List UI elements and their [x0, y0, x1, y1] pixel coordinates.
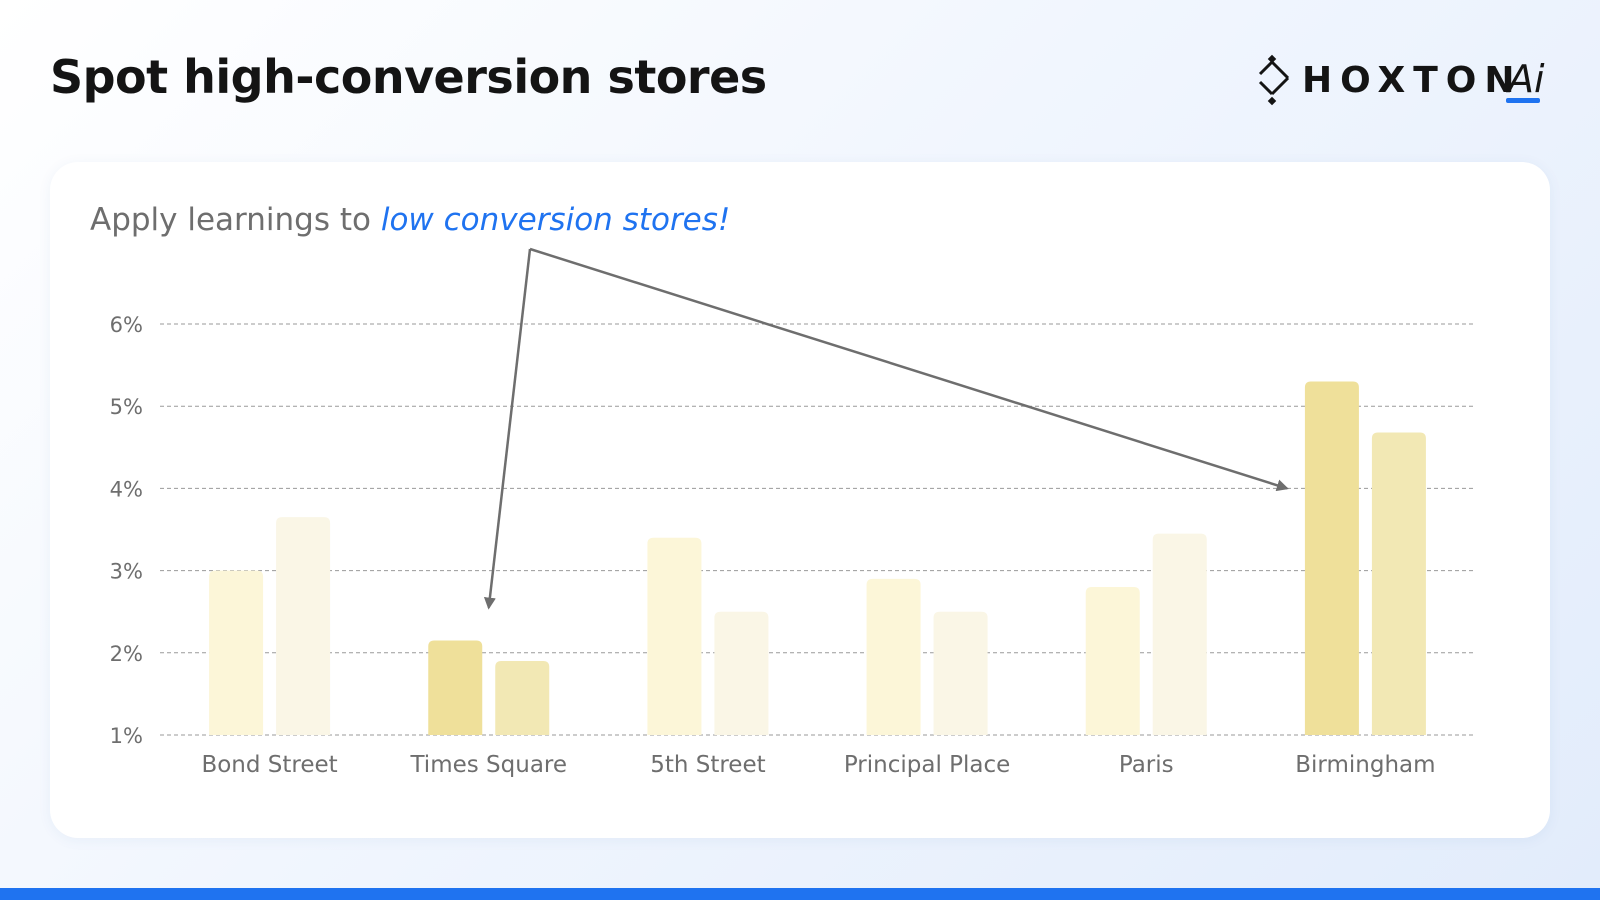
bar: [933, 611, 988, 735]
bar: [714, 611, 769, 735]
y-tick-label: 1%: [110, 724, 143, 748]
page-title: Spot high-conversion stores: [50, 50, 767, 104]
y-tick-label: 4%: [110, 477, 143, 501]
x-tick-label: Principal Place: [844, 752, 1010, 778]
bar: [1085, 587, 1140, 735]
bar: [209, 570, 264, 735]
bar: [866, 578, 921, 735]
bar: [276, 517, 331, 735]
bar: [1371, 432, 1426, 735]
y-tick-label: 3%: [110, 560, 143, 584]
bar: [1152, 533, 1207, 735]
logo-underline: [1506, 98, 1540, 103]
annotation-arrow: [529, 247, 1289, 492]
logo-wordmark: HOXTON: [1302, 60, 1523, 101]
x-tick-label: 5th Street: [650, 752, 765, 778]
annotation-arrow: [483, 248, 532, 610]
x-tick-label: Birmingham: [1295, 752, 1435, 778]
chart-subtitle: Apply learnings to low conversion stores…: [90, 202, 730, 238]
logo-suffix: Ai: [1505, 57, 1545, 101]
conversion-bar-chart: 1% 2% 3% 4% 5% 6% Bond Street Times Square 5th S…: [110, 247, 1475, 778]
x-tick-label: Paris: [1119, 752, 1174, 778]
x-tick-label: Times Square: [409, 752, 567, 778]
bar: [495, 661, 550, 735]
y-tick-label: 2%: [110, 642, 143, 666]
x-tick-label: Bond Street: [201, 752, 337, 778]
chart-card: Apply learnings to low conversion stores…: [50, 162, 1550, 838]
subtitle-highlight: low conversion stores!: [380, 202, 731, 238]
hoxton-ai-logo: HOXTON Ai: [1258, 54, 1545, 106]
y-tick-label: 5%: [110, 395, 143, 419]
bar: [428, 640, 483, 735]
y-tick-label: 6%: [110, 313, 143, 337]
bar: [647, 537, 702, 735]
subtitle-prefix: Apply learnings to: [90, 202, 381, 238]
bar: [1304, 381, 1359, 735]
logo-mark-icon: [1258, 54, 1290, 106]
bottom-accent-bar: [0, 888, 1600, 900]
